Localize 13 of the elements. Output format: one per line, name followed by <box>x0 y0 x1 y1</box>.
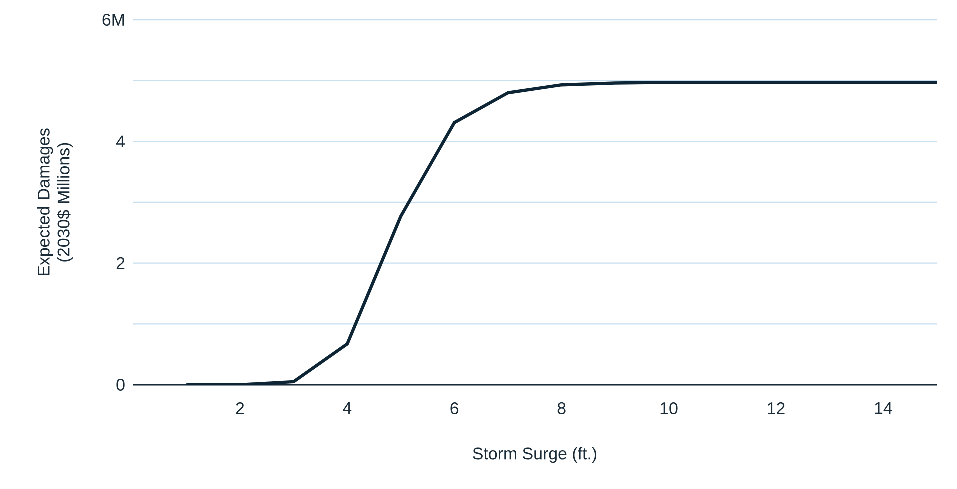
x-axis-title: Storm Surge (ft.) <box>473 447 597 464</box>
x-tick-label: 6 <box>450 402 459 415</box>
x-tick-label: 10 <box>660 402 678 415</box>
y-tick-label: 4 <box>116 136 125 148</box>
y-tick-label: 2 <box>116 257 125 270</box>
x-tick-label: 14 <box>875 402 892 414</box>
x-tick-label: 12 <box>768 402 785 414</box>
x-tick-label: 8 <box>558 402 566 415</box>
x-tick-label: 2 <box>236 402 244 414</box>
y-tick-label: 6M <box>102 14 124 26</box>
y-axis-title: Expected Damages (2030$ Millions) <box>37 128 74 276</box>
x-tick-label: 4 <box>343 402 352 414</box>
y-tick-label: 0 <box>116 379 125 392</box>
